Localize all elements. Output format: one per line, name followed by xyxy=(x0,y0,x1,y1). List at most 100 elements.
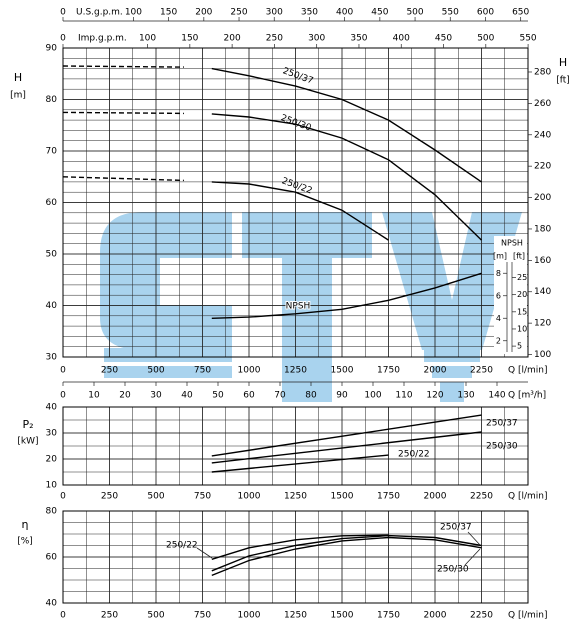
curve xyxy=(211,454,389,473)
x-tick-label: 2250 xyxy=(470,492,493,502)
curve xyxy=(62,111,184,115)
plot-frame xyxy=(62,406,529,486)
x2-tick-label: 130 xyxy=(457,391,474,401)
y-axis-unit: [m] xyxy=(10,91,26,101)
curve xyxy=(211,536,482,577)
x-tick-label: 250 xyxy=(101,611,118,621)
y2-tick-label: 140 xyxy=(534,287,551,297)
top-tick-label: 300 xyxy=(308,34,325,44)
curve-label: 250/30 xyxy=(486,442,518,452)
curve xyxy=(211,181,389,241)
x-axis-label: Q [l/min] xyxy=(508,611,547,621)
npsh-tick-label: 20 xyxy=(517,290,527,299)
x-tick-label: 0 xyxy=(60,492,66,502)
x-tick-label: 1500 xyxy=(331,492,354,502)
top-tick-label: 0 xyxy=(60,34,66,44)
x-tick-label: 500 xyxy=(147,611,164,621)
x-tick-label: 2000 xyxy=(424,611,447,621)
top-tick-label: 450 xyxy=(435,34,452,44)
npsh-axis-unit: [ft] xyxy=(513,252,525,261)
curve-label: 250/22 xyxy=(398,450,430,460)
y-tick-label: 80 xyxy=(46,95,58,105)
y-axis-unit: [%] xyxy=(17,537,33,547)
curve-label: 250/37 xyxy=(440,523,472,533)
x2-tick-label: 70 xyxy=(274,391,286,401)
x2-axis-label: Q [m³/h] xyxy=(508,391,546,401)
x2-tick-label: 80 xyxy=(305,391,317,401)
curve xyxy=(62,65,184,68)
x2-tick-label: 90 xyxy=(336,391,348,401)
label-pointer xyxy=(464,548,481,566)
curve-label: 250/37 xyxy=(486,419,518,429)
npsh-tick-label: 25 xyxy=(517,273,527,282)
x-tick-label: 2250 xyxy=(470,366,493,376)
curve xyxy=(211,431,482,464)
x-tick-label: 2250 xyxy=(470,611,493,621)
x-tick-label: 2000 xyxy=(424,492,447,502)
y2-tick-label: 280 xyxy=(534,67,551,77)
plot-frame xyxy=(62,510,529,604)
top-tick-label: 150 xyxy=(160,8,177,18)
x-tick-label: 500 xyxy=(147,366,164,376)
top-tick-label: 550 xyxy=(442,8,459,18)
x2-tick-label: 100 xyxy=(364,391,381,401)
top-tick-label: 650 xyxy=(512,8,529,18)
npsh-tick-label: 6 xyxy=(496,291,501,300)
top-tick-label: 0 xyxy=(60,8,66,18)
y-tick-label: 60 xyxy=(46,553,58,563)
top-tick-label: 300 xyxy=(266,8,283,18)
x2-tick-label: 140 xyxy=(488,391,505,401)
curve-label: NPSH xyxy=(286,302,311,312)
label-pointer xyxy=(196,547,213,559)
y-tick-label: 60 xyxy=(46,198,58,208)
npsh-tick-label: 15 xyxy=(517,307,527,316)
x2-tick-label: 30 xyxy=(150,391,162,401)
x-tick-label: 1000 xyxy=(238,366,261,376)
x-axis-label: Q [l/min] xyxy=(508,492,547,502)
top-tick-label: 350 xyxy=(301,8,318,18)
npsh-tick-label: 4 xyxy=(496,314,501,323)
x2-tick-label: 50 xyxy=(212,391,224,401)
top-tick-label: 100 xyxy=(125,8,142,18)
x2-tick-label: 0 xyxy=(60,391,66,401)
y2-tick-label: 220 xyxy=(534,162,551,172)
y-tick-label: 30 xyxy=(46,429,58,439)
curve-label: 250/22 xyxy=(280,176,313,196)
top-axis-label: Imp.g.p.m. xyxy=(78,34,127,44)
y2-tick-label: 100 xyxy=(534,350,551,360)
x-tick-label: 1000 xyxy=(238,611,261,621)
x2-tick-label: 120 xyxy=(426,391,443,401)
y-tick-label: 10 xyxy=(46,481,58,491)
y-tick-label: 80 xyxy=(46,507,58,517)
y2-tick-label: 120 xyxy=(534,319,551,329)
y2-tick-label: 260 xyxy=(534,99,551,109)
x-tick-label: 500 xyxy=(147,492,164,502)
y-tick-label: 40 xyxy=(46,403,58,413)
y2-tick-label: 240 xyxy=(534,130,551,140)
npsh-axis-label: NPSH xyxy=(501,239,523,248)
y-tick-label: 20 xyxy=(46,455,58,465)
x2-tick-label: 20 xyxy=(119,391,131,401)
top-tick-label: 500 xyxy=(477,34,494,44)
x2-tick-label: 110 xyxy=(395,391,412,401)
y-tick-label: 70 xyxy=(46,147,58,157)
y-axis-label: η xyxy=(22,518,29,531)
npsh-tick-label: 2 xyxy=(496,336,501,345)
curve-label: 250/22 xyxy=(166,541,198,551)
x-tick-label: 1750 xyxy=(377,611,400,621)
top-tick-label: 450 xyxy=(371,8,388,18)
curve xyxy=(211,534,482,572)
top-tick-label: 550 xyxy=(519,34,536,44)
top-tick-label: 250 xyxy=(266,34,283,44)
x-tick-label: 2000 xyxy=(424,366,447,376)
curve xyxy=(211,272,482,319)
top-tick-label: 100 xyxy=(139,34,156,44)
top-tick-label: 600 xyxy=(477,8,494,18)
x-tick-label: 750 xyxy=(194,492,211,502)
y-axis-label: P₂ xyxy=(22,418,33,431)
top-tick-label: 200 xyxy=(224,34,241,44)
curve xyxy=(211,113,482,241)
top-axis-label: U.S.g.p.m. xyxy=(76,8,123,18)
y-tick-label: 30 xyxy=(46,353,58,363)
